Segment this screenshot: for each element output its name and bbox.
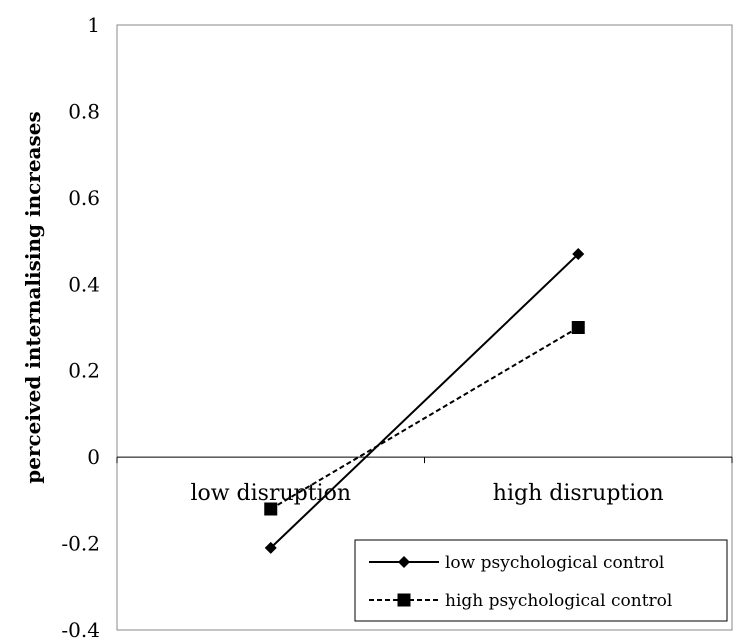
data-series [264,248,585,554]
data-point-series-2 [264,502,278,516]
y-tick-label: -0.4 [61,618,100,642]
y-axis-ticks: -0.4 -0.2 0 0.2 0.4 0.6 0.8 1 [61,13,100,642]
data-point-series-2 [571,321,585,334]
legend-entry-label: high psychological control [445,591,672,611]
legend: low psychological control high psychologi… [354,539,728,622]
legend-marker [397,593,411,607]
y-tick-label: -0.2 [61,532,100,556]
y-tick-label: 0.6 [68,186,100,210]
plot-area-frame [116,24,733,631]
data-point-series-1 [264,541,277,554]
x-category-label: high disruption [493,481,664,506]
legend-marker [398,556,410,568]
legend-box [354,539,728,622]
y-axis-label: perceived internalising increases [21,111,45,484]
y-tick-label: 1 [87,13,100,37]
series-line-2 [270,326,579,510]
x-axis-category-labels: low disruption high disruption [190,481,663,506]
y-tick-label: 0.4 [68,272,100,296]
legend-entry-label: low psychological control [445,553,664,573]
series-line-1 [270,253,579,549]
x-axis-ticks [116,457,733,464]
data-point-series-1 [572,248,585,261]
y-tick-label: 0.2 [68,359,100,383]
y-tick-label: 0 [87,445,100,469]
y-tick-label: 0.8 [68,99,100,123]
x-category-label: low disruption [190,481,351,506]
